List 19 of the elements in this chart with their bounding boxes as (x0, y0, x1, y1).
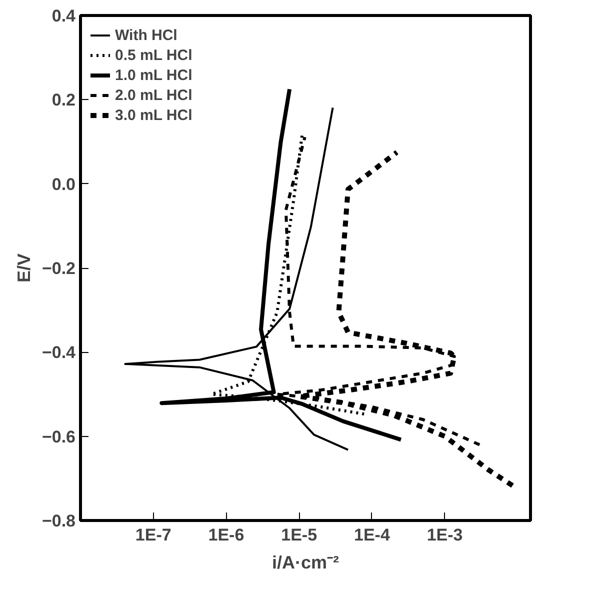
x-tick-label: 1E-5 (281, 526, 318, 544)
y-tick-label: 0.0 (52, 174, 76, 194)
x-axis-title: i/A·cm⁻² (272, 552, 340, 572)
y-axis-title: E/V (14, 253, 34, 283)
x-tick-label: 1E-4 (354, 526, 390, 544)
x-tick-label: 1E-3 (426, 526, 463, 544)
y-tick-label: −0.4 (42, 343, 76, 362)
y-tick-label: 0.2 (52, 90, 76, 110)
x-tick-label: 1E-6 (208, 526, 244, 544)
legend-label: With HCl (115, 26, 178, 44)
legend-label: 3.0 mL HCl (115, 106, 192, 124)
y-tick-label: −0.6 (42, 427, 76, 446)
y-tick-label: −0.8 (42, 512, 76, 530)
legend-label: 1.0 mL HCl (115, 66, 192, 84)
y-tick-label: 0.4 (52, 6, 76, 26)
x-tick-label: 1E-7 (135, 526, 172, 544)
legend-label: 0.5 mL HCl (115, 46, 192, 64)
y-tick-label: −0.2 (42, 259, 76, 278)
legend-label: 2.0 mL HCl (115, 86, 192, 104)
